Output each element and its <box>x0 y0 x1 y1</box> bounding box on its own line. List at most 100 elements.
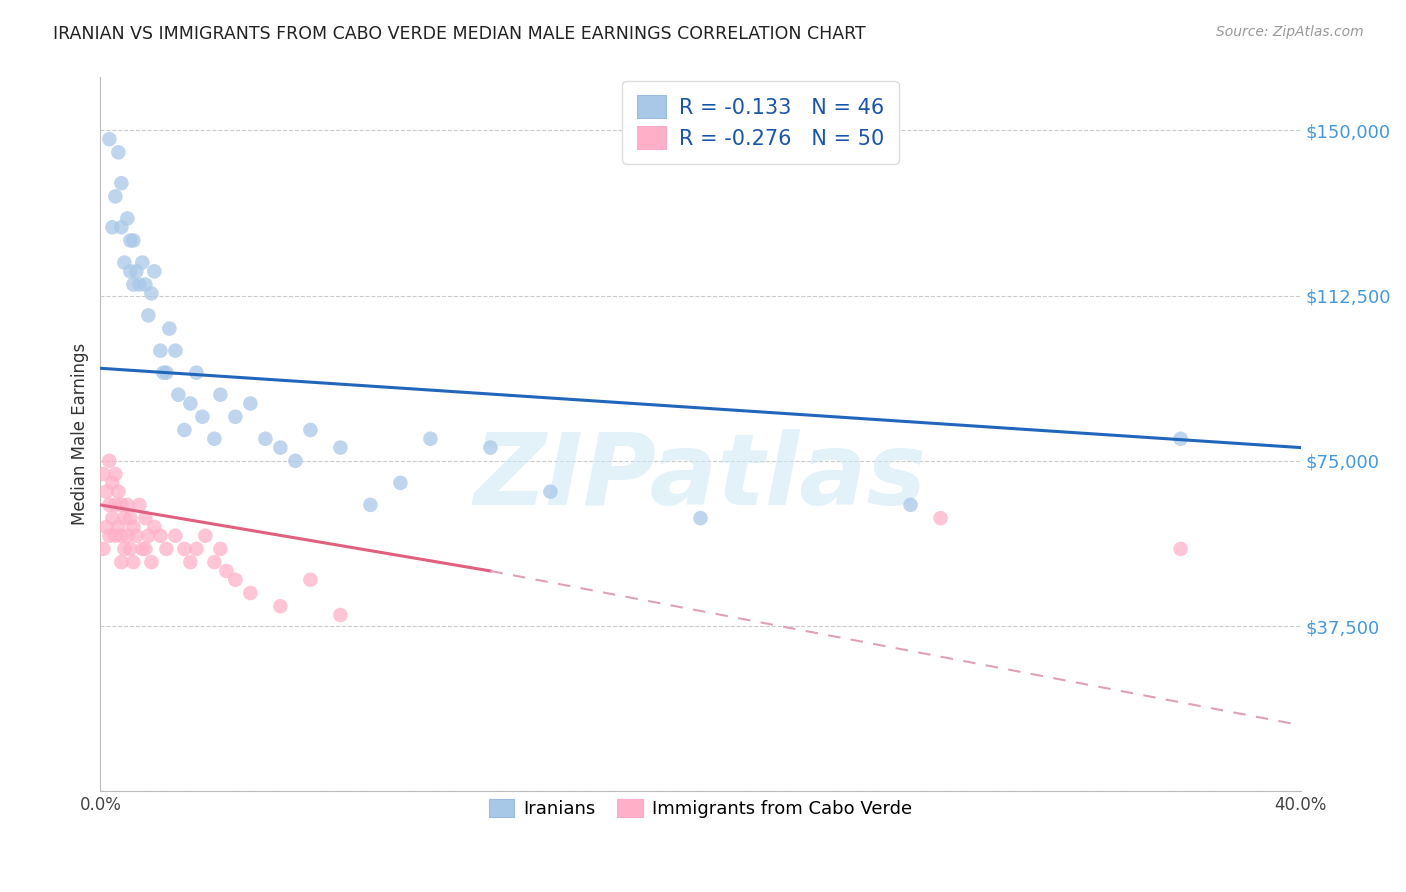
Point <box>110 498 132 512</box>
Point <box>389 475 412 490</box>
Point <box>224 409 246 424</box>
Point <box>299 573 322 587</box>
Point <box>152 366 174 380</box>
Point <box>165 529 187 543</box>
Point <box>209 541 232 556</box>
Point <box>112 541 135 556</box>
Point <box>117 498 139 512</box>
Point <box>101 220 124 235</box>
Point <box>112 511 135 525</box>
Text: IRANIAN VS IMMIGRANTS FROM CABO VERDE MEDIAN MALE EARNINGS CORRELATION CHART: IRANIAN VS IMMIGRANTS FROM CABO VERDE ME… <box>53 25 866 43</box>
Point <box>419 432 441 446</box>
Point <box>98 498 121 512</box>
Point <box>329 608 352 623</box>
Point <box>98 454 121 468</box>
Text: Source: ZipAtlas.com: Source: ZipAtlas.com <box>1216 25 1364 39</box>
Point <box>157 321 180 335</box>
Point <box>194 529 217 543</box>
Point <box>120 541 142 556</box>
Point <box>155 541 177 556</box>
Point <box>104 498 127 512</box>
Point <box>120 234 142 248</box>
Point <box>120 511 142 525</box>
Point <box>101 475 124 490</box>
Point <box>122 520 145 534</box>
Point <box>254 432 277 446</box>
Point <box>540 484 562 499</box>
Point <box>96 484 118 499</box>
Point <box>104 467 127 481</box>
Point <box>110 529 132 543</box>
Point <box>112 255 135 269</box>
Point <box>479 441 502 455</box>
Point <box>329 441 352 455</box>
Point <box>929 511 952 525</box>
Point <box>93 467 115 481</box>
Point <box>186 541 208 556</box>
Point <box>191 409 214 424</box>
Point <box>141 555 163 569</box>
Point <box>209 387 232 401</box>
Point <box>101 511 124 525</box>
Point <box>122 555 145 569</box>
Point <box>125 264 148 278</box>
Point <box>224 573 246 587</box>
Point <box>110 220 132 235</box>
Point <box>173 541 195 556</box>
Point <box>299 423 322 437</box>
Point <box>104 529 127 543</box>
Point <box>117 211 139 226</box>
Point <box>202 432 225 446</box>
Point <box>134 541 156 556</box>
Point <box>128 498 150 512</box>
Point <box>269 441 291 455</box>
Point <box>138 309 160 323</box>
Point <box>239 396 262 410</box>
Point <box>134 511 156 525</box>
Point <box>107 484 129 499</box>
Point <box>186 366 208 380</box>
Point <box>117 529 139 543</box>
Point <box>167 387 190 401</box>
Point <box>215 564 238 578</box>
Point <box>104 189 127 203</box>
Point <box>93 541 115 556</box>
Point <box>110 555 132 569</box>
Point <box>98 529 121 543</box>
Point <box>96 520 118 534</box>
Point <box>689 511 711 525</box>
Point <box>141 286 163 301</box>
Point <box>107 145 129 160</box>
Point <box>239 586 262 600</box>
Point <box>143 264 166 278</box>
Point <box>359 498 381 512</box>
Point <box>179 555 201 569</box>
Text: ZIPatlas: ZIPatlas <box>474 429 927 525</box>
Point <box>131 255 153 269</box>
Point <box>149 529 172 543</box>
Point <box>1170 541 1192 556</box>
Point <box>143 520 166 534</box>
Point <box>173 423 195 437</box>
Point <box>165 343 187 358</box>
Point <box>122 234 145 248</box>
Point <box>110 176 132 190</box>
Legend: Iranians, Immigrants from Cabo Verde: Iranians, Immigrants from Cabo Verde <box>482 791 920 825</box>
Point <box>138 529 160 543</box>
Point <box>125 529 148 543</box>
Point <box>900 498 922 512</box>
Point <box>134 277 156 292</box>
Point <box>128 277 150 292</box>
Y-axis label: Median Male Earnings: Median Male Earnings <box>72 343 89 525</box>
Point <box>269 599 291 614</box>
Point <box>107 520 129 534</box>
Point <box>155 366 177 380</box>
Point <box>284 454 307 468</box>
Point <box>179 396 201 410</box>
Point <box>120 264 142 278</box>
Point <box>1170 432 1192 446</box>
Point <box>98 132 121 146</box>
Point <box>149 343 172 358</box>
Point <box>122 277 145 292</box>
Point <box>131 541 153 556</box>
